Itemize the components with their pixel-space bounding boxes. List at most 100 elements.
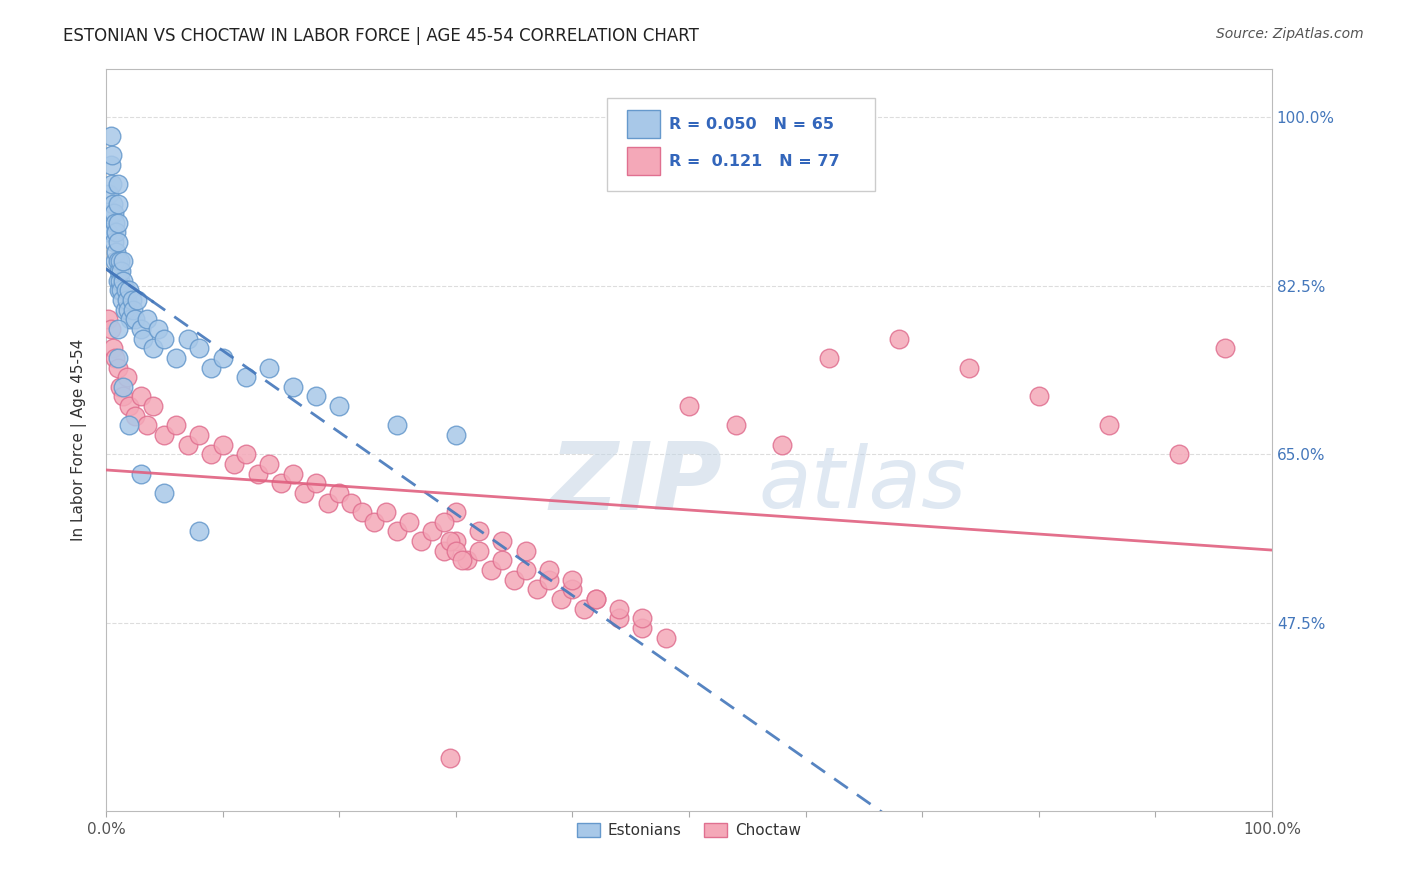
Point bbox=[211, 351, 233, 365]
Point bbox=[468, 524, 491, 539]
Point bbox=[101, 341, 124, 355]
Point bbox=[108, 254, 131, 268]
Point bbox=[439, 534, 461, 549]
Point bbox=[561, 573, 583, 587]
Point bbox=[101, 148, 124, 162]
Point bbox=[107, 216, 129, 230]
Point bbox=[957, 360, 980, 375]
Point bbox=[176, 438, 198, 452]
Point bbox=[305, 476, 328, 491]
Point bbox=[132, 332, 155, 346]
Point bbox=[107, 196, 129, 211]
Point bbox=[118, 284, 141, 298]
Point bbox=[115, 370, 138, 384]
Point bbox=[585, 592, 607, 607]
Point bbox=[176, 332, 198, 346]
Point bbox=[97, 226, 120, 240]
Point bbox=[468, 543, 491, 558]
Point bbox=[328, 486, 350, 500]
Point bbox=[479, 563, 502, 577]
Point bbox=[165, 418, 187, 433]
Point bbox=[117, 302, 139, 317]
Point bbox=[444, 534, 467, 549]
Point bbox=[115, 293, 138, 307]
Point bbox=[100, 129, 122, 144]
Point bbox=[257, 360, 280, 375]
Point bbox=[572, 601, 595, 615]
Point bbox=[121, 302, 143, 317]
Legend: Estonians, Choctaw: Estonians, Choctaw bbox=[571, 817, 807, 845]
Point bbox=[105, 244, 128, 259]
Point bbox=[124, 409, 146, 423]
Point bbox=[112, 274, 135, 288]
Point bbox=[153, 428, 176, 442]
Point bbox=[607, 601, 630, 615]
Point bbox=[120, 312, 142, 326]
Point bbox=[135, 312, 157, 326]
Point bbox=[1028, 389, 1050, 403]
Point bbox=[491, 534, 513, 549]
Point bbox=[97, 312, 120, 326]
Point bbox=[515, 543, 537, 558]
Point bbox=[111, 293, 134, 307]
Point bbox=[165, 351, 187, 365]
Point bbox=[142, 399, 165, 413]
Point bbox=[107, 360, 129, 375]
Point bbox=[108, 274, 131, 288]
Point bbox=[456, 553, 478, 567]
Point bbox=[103, 235, 125, 249]
Point bbox=[398, 515, 420, 529]
Point bbox=[770, 438, 793, 452]
Point bbox=[887, 332, 910, 346]
Point bbox=[439, 751, 461, 765]
Point bbox=[1167, 447, 1189, 461]
Point bbox=[114, 284, 136, 298]
Point bbox=[363, 515, 385, 529]
Point bbox=[107, 235, 129, 249]
Point bbox=[107, 351, 129, 365]
Point bbox=[107, 274, 129, 288]
Point bbox=[101, 196, 124, 211]
Point bbox=[537, 573, 560, 587]
Point bbox=[328, 399, 350, 413]
Point bbox=[678, 399, 700, 413]
Point bbox=[270, 476, 292, 491]
Point bbox=[101, 206, 124, 220]
Point bbox=[292, 486, 315, 500]
Point bbox=[631, 621, 654, 635]
Point bbox=[387, 524, 409, 539]
Point bbox=[550, 592, 572, 607]
Point bbox=[100, 158, 122, 172]
Point bbox=[444, 543, 467, 558]
Point bbox=[153, 332, 176, 346]
Point bbox=[121, 293, 143, 307]
Y-axis label: In Labor Force | Age 45-54: In Labor Force | Age 45-54 bbox=[72, 339, 87, 541]
Point bbox=[108, 380, 131, 394]
Point bbox=[124, 312, 146, 326]
Point bbox=[224, 457, 246, 471]
Point bbox=[818, 351, 841, 365]
Text: R = 0.050   N = 65: R = 0.050 N = 65 bbox=[669, 117, 834, 132]
Point bbox=[450, 553, 472, 567]
Point bbox=[422, 524, 444, 539]
Point bbox=[107, 322, 129, 336]
Point bbox=[246, 467, 269, 481]
Point bbox=[561, 582, 583, 597]
Point bbox=[585, 592, 607, 607]
Point bbox=[281, 467, 304, 481]
Point bbox=[107, 178, 129, 192]
Point bbox=[188, 428, 211, 442]
Point bbox=[235, 370, 257, 384]
Point bbox=[515, 563, 537, 577]
Point bbox=[433, 515, 456, 529]
Point bbox=[129, 467, 152, 481]
Point bbox=[103, 206, 125, 220]
Point bbox=[101, 226, 124, 240]
Point bbox=[491, 553, 513, 567]
Text: Source: ZipAtlas.com: Source: ZipAtlas.com bbox=[1216, 27, 1364, 41]
Point bbox=[526, 582, 548, 597]
Point bbox=[107, 254, 129, 268]
Point bbox=[537, 563, 560, 577]
Point bbox=[129, 389, 152, 403]
Point bbox=[104, 216, 127, 230]
